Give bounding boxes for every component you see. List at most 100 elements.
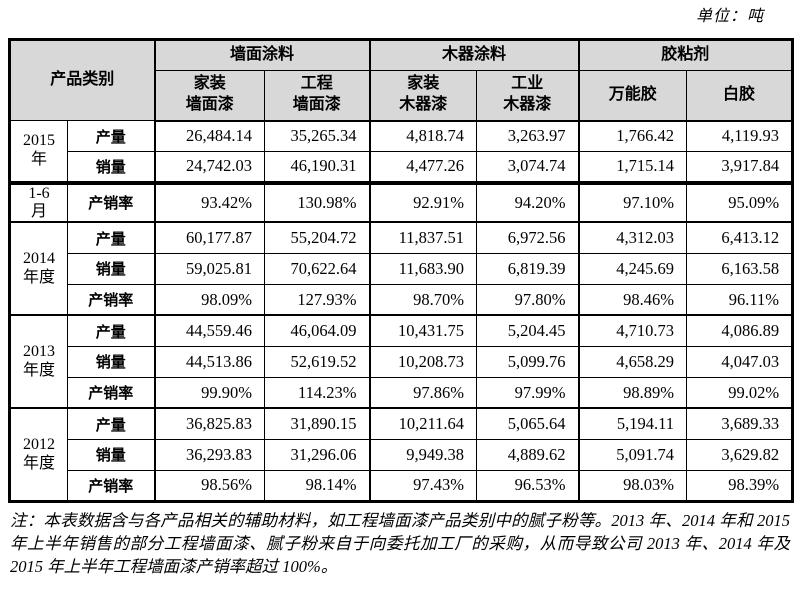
table-row-2013-production: 2013 年度 产量 44,559.46 46,064.09 10,431.75…: [9, 314, 794, 409]
value-cell: 55,204.72: [264, 221, 371, 254]
group-header-wall-coatings: 墙面涂料: [153, 39, 371, 71]
value-cell: 6,413.12: [686, 221, 794, 254]
value-cell: 11,683.90: [368, 252, 478, 285]
table-row-2012-ratio: 产销率 98.56% 98.14% 97.43% 96.53% 98.03% 9…: [10, 469, 794, 502]
value-cell: 11,837.51: [368, 221, 478, 254]
table-row-2015-production: 2015 年 产量 26,484.14 35,265.34 4,818.74 3…: [9, 120, 794, 183]
value-cell: 98.14%: [264, 469, 371, 502]
value-cell: 97.86%: [368, 376, 478, 409]
metric-label: 销量: [66, 438, 156, 471]
footnote: 注：本表数据含与各产品相关的辅助材料，如工程墙面漆产品类别中的腻子粉等。2013…: [10, 510, 790, 576]
subheader-industrial-wood-paint: 工业 木器漆: [476, 70, 580, 122]
value-cell: 6,972.56: [476, 221, 580, 254]
value-cell: 10,431.75: [368, 314, 478, 347]
value-cell: 70,622.64: [264, 252, 371, 285]
group-header-row: 产品类别 墙面涂料 木器涂料 胶粘剂: [8, 39, 794, 121]
period-cell-2013: 2013 年度: [9, 314, 68, 409]
period-cell-jan-jun: 1-6 月: [9, 180, 68, 223]
metric-label: 销量: [66, 252, 156, 285]
value-cell: 5,194.11: [577, 407, 688, 440]
value-cell: 4,710.73: [577, 314, 688, 347]
value-cell: 92.91%: [368, 180, 478, 223]
value-cell: 31,296.06: [264, 438, 371, 471]
value-cell: 98.56%: [153, 469, 266, 502]
value-cell: 44,513.86: [153, 345, 266, 378]
value-cell: 94.20%: [476, 180, 580, 223]
subheader-white-glue: 白胶: [686, 70, 794, 122]
value-cell: 4,119.93: [686, 120, 794, 152]
subheader-all-purpose-glue: 万能胶: [577, 70, 688, 122]
metric-label: 销量: [66, 151, 156, 183]
value-cell: 96.53%: [476, 469, 580, 502]
metric-label: 产量: [66, 407, 156, 440]
value-cell: 3,629.82: [686, 438, 794, 471]
value-cell: 98.46%: [577, 283, 688, 316]
group-header-wood-coatings: 木器涂料: [368, 39, 580, 71]
table-row-2014-ratio: 产销率 98.09% 127.93% 98.70% 97.80% 98.46% …: [10, 283, 794, 316]
value-cell: 4,245.69: [577, 252, 688, 285]
corner-header: 产品类别: [8, 39, 156, 121]
unit-label: 单位：吨: [695, 8, 764, 25]
value-cell: 93.42%: [153, 180, 266, 223]
value-cell: 3,263.97: [476, 120, 580, 152]
value-cell: 97.43%: [368, 469, 478, 502]
subheader-engineering-wall-paint: 工程 墙面漆: [264, 70, 371, 122]
sub-header-row: 家装 墙面漆 工程 墙面漆 家装 木器漆 工业 木器漆 万能胶 白胶: [10, 70, 794, 122]
value-cell: 26,484.14: [153, 120, 266, 152]
value-cell: 5,204.45: [476, 314, 580, 347]
metric-label: 销量: [66, 345, 156, 378]
value-cell: 97.80%: [476, 283, 580, 316]
metric-label: 产量: [66, 314, 156, 347]
value-cell: 44,559.46: [153, 314, 266, 347]
value-cell: 1,715.14: [577, 151, 688, 183]
table-row-2015-sales: 销量 24,742.03 46,190.31 4,477.26 3,074.74…: [10, 151, 794, 183]
value-cell: 99.90%: [153, 376, 266, 409]
metric-label: 产量: [66, 221, 156, 254]
value-cell: 4,312.03: [577, 221, 688, 254]
value-cell: 114.23%: [264, 376, 371, 409]
value-cell: 36,825.83: [153, 407, 266, 440]
value-cell: 5,099.76: [476, 345, 580, 378]
metric-label: 产销率: [66, 469, 156, 502]
value-cell: 5,091.74: [577, 438, 688, 471]
value-cell: 10,208.73: [368, 345, 478, 378]
value-cell: 4,086.89: [686, 314, 794, 347]
value-cell: 52,619.52: [264, 345, 371, 378]
value-cell: 98.03%: [577, 469, 688, 502]
value-cell: 35,265.34: [264, 120, 371, 152]
value-cell: 60,177.87: [153, 221, 266, 254]
table-row-2013-ratio: 产销率 99.90% 114.23% 97.86% 97.99% 98.89% …: [10, 376, 794, 409]
period-cell-2015: 2015 年: [9, 120, 68, 183]
value-cell: 98.89%: [577, 376, 688, 409]
value-cell: 99.02%: [686, 376, 794, 409]
value-cell: 127.93%: [264, 283, 371, 316]
value-cell: 36,293.83: [153, 438, 266, 471]
value-cell: 59,025.81: [153, 252, 266, 285]
value-cell: 130.98%: [264, 180, 371, 223]
value-cell: 24,742.03: [153, 151, 266, 183]
table-row-2014-production: 2014 年度 产量 60,177.87 55,204.72 11,837.51…: [9, 221, 794, 316]
value-cell: 46,190.31: [264, 151, 371, 183]
value-cell: 4,818.74: [368, 120, 478, 152]
subheader-home-wall-paint: 家装 墙面漆: [153, 70, 266, 122]
table-row-2012-production: 2012 年度 产量 36,825.83 31,890.15 10,211.64…: [9, 407, 794, 502]
table-row-2015-ratio: 1-6 月 产销率 93.42% 130.98% 92.91% 94.20% 9…: [9, 180, 794, 223]
value-cell: 97.10%: [577, 180, 688, 223]
value-cell: 5,065.64: [476, 407, 580, 440]
value-cell: 98.09%: [153, 283, 266, 316]
value-cell: 1,766.42: [577, 120, 688, 152]
value-cell: 4,047.03: [686, 345, 794, 378]
value-cell: 97.99%: [476, 376, 580, 409]
period-cell-2014: 2014 年度: [9, 221, 68, 316]
metric-label: 产销率: [66, 376, 156, 409]
table-row-2012-sales: 销量 36,293.83 31,296.06 9,949.38 4,889.62…: [10, 438, 794, 471]
production-sales-table: 产品类别 墙面涂料 木器涂料 胶粘剂 家装 墙面漆 工程 墙面漆 家装 木器漆 …: [8, 38, 795, 503]
table-row-2013-sales: 销量 44,513.86 52,619.52 10,208.73 5,099.7…: [10, 345, 794, 378]
value-cell: 10,211.64: [368, 407, 478, 440]
value-cell: 9,949.38: [368, 438, 478, 471]
value-cell: 4,477.26: [368, 151, 478, 183]
group-header-adhesives: 胶粘剂: [577, 39, 794, 71]
value-cell: 6,819.39: [476, 252, 580, 285]
table-row-2014-sales: 销量 59,025.81 70,622.64 11,683.90 6,819.3…: [10, 252, 794, 285]
value-cell: 6,163.58: [686, 252, 794, 285]
